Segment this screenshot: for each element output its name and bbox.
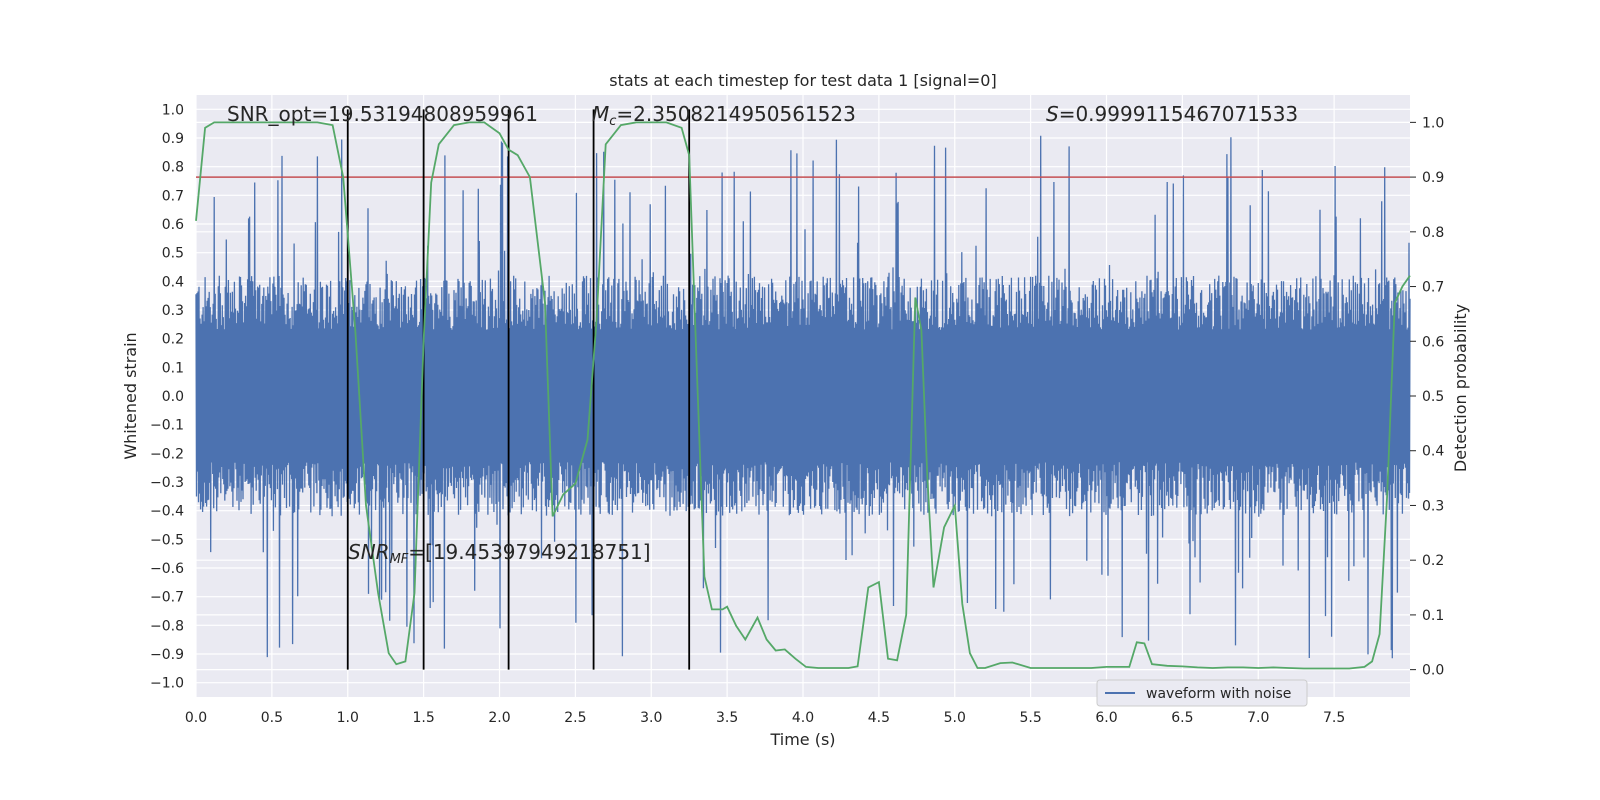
vertical-markers	[346, 109, 691, 670]
annotation-s-number: =0.9999115467071533	[1059, 102, 1298, 126]
x-tick-label: 2.0	[488, 710, 510, 726]
annotation-snr-mf-value: =[19.45397949218751]	[408, 540, 650, 564]
y-axis-label-right: Detection probability	[1451, 304, 1470, 472]
x-tick-label: 6.0	[1095, 710, 1117, 726]
y-tick-label-left: 0.2	[162, 332, 184, 348]
probability-line	[195, 121, 1411, 670]
x-tick-label: 0.0	[185, 710, 207, 726]
y-tick-label-left: 0.5	[162, 246, 184, 262]
annotation-snr-mf-sub: MF	[390, 552, 409, 567]
y-tick-label-right: 0.7	[1422, 280, 1444, 296]
y-tick-label-left: 0.7	[162, 188, 184, 204]
x-tick-label: 4.5	[868, 710, 890, 726]
y-tick-label-left: −0.9	[150, 647, 184, 663]
y-tick-label-right: 0.6	[1422, 334, 1444, 350]
y-tick-label-left: −0.3	[150, 475, 184, 491]
chart-title: stats at each timestep for test data 1 […	[609, 71, 996, 90]
annotation-chirp-mass-sub: c	[609, 114, 616, 129]
x-tick-label: 2.5	[564, 710, 586, 726]
y-tick-label-left: 0.1	[162, 360, 184, 376]
y-tick-label-right: 0.5	[1422, 389, 1444, 405]
x-tick-label: 0.5	[261, 710, 283, 726]
y-tick-label-left: 0.8	[162, 160, 184, 176]
x-tick-label: 5.5	[1019, 710, 1041, 726]
y-tick-label-right: 1.0	[1422, 115, 1444, 131]
x-tick-label: 4.0	[792, 710, 814, 726]
y-tick-label-right: 0.3	[1422, 498, 1444, 514]
waveform-line	[195, 135, 1411, 659]
y-tick-label-left: −0.8	[150, 618, 184, 634]
legend: waveform with noise	[1096, 679, 1308, 707]
annotation-snr-opt: SNR_opt=19.53194808959961	[227, 102, 538, 126]
y-tick-label-left: −0.2	[150, 446, 184, 462]
x-tick-label: 1.0	[337, 710, 359, 726]
y-tick-label-left: 1.0	[162, 102, 184, 118]
y-tick-label-left: −0.6	[150, 561, 184, 577]
annotation-snr-mf: SNRMF=[19.45397949218751]	[348, 540, 651, 567]
x-tick-label: 3.0	[640, 710, 662, 726]
waveform-series	[195, 135, 1411, 659]
annotations: SNR_opt=19.53194808959961 Mc=2.350821495…	[227, 102, 1298, 567]
y-tick-label-left: −0.1	[150, 418, 184, 434]
x-tick-label: 6.5	[1171, 710, 1193, 726]
x-axis-label: Time (s)	[769, 730, 835, 749]
probability-series	[195, 121, 1411, 670]
y-tick-label-right: 0.2	[1422, 553, 1444, 569]
annotation-s-symbol: S	[1046, 102, 1059, 126]
annotation-chirp-mass-symbol: M	[592, 102, 609, 126]
legend-box	[1096, 679, 1308, 707]
y-tick-label-right: 0.4	[1422, 444, 1444, 460]
y-tick-label-left: 0.6	[162, 217, 184, 233]
legend-label-waveform: waveform with noise	[1146, 686, 1291, 702]
y-tick-label-left: 0.9	[162, 131, 184, 147]
y-tick-label-right: 0.9	[1422, 170, 1444, 186]
y-tick-label-left: 0.4	[162, 274, 184, 290]
y-tick-label-left: 0.3	[162, 303, 184, 319]
y-tick-label-right: 0.8	[1422, 225, 1444, 241]
x-tick-label: 5.0	[944, 710, 966, 726]
y-tick-label-right: 0.0	[1422, 663, 1444, 679]
y-tick-label-left: −0.7	[150, 590, 184, 606]
x-tick-label: 7.0	[1247, 710, 1269, 726]
y-tick-label-left: 0.0	[162, 389, 184, 405]
annotation-s-value: S=0.9999115467071533	[1046, 102, 1298, 126]
y-axis-label-left: Whitened strain	[121, 332, 140, 459]
y-tick-label-left: −0.4	[150, 504, 184, 520]
x-tick-label: 3.5	[716, 710, 738, 726]
x-tick-label: 1.5	[412, 710, 434, 726]
y-tick-label-right: 0.1	[1422, 608, 1444, 624]
x-tick-label: 7.5	[1323, 710, 1345, 726]
annotation-chirp-mass-value: =2.3508214950561523	[616, 102, 855, 126]
axis-ticks: 0.0 0.5 1.0 1.5 2.0 2.5 3.0 3.5 4.0 4.5 5.0 5.5 6.0 6…	[150, 102, 1444, 726]
y-tick-label-left: −1.0	[150, 676, 184, 692]
annotation-chirp-mass: Mc=2.3508214950561523	[592, 102, 856, 129]
y-tick-label-left: −0.5	[150, 532, 184, 548]
annotation-snr-mf-symbol: SNR	[348, 540, 390, 564]
